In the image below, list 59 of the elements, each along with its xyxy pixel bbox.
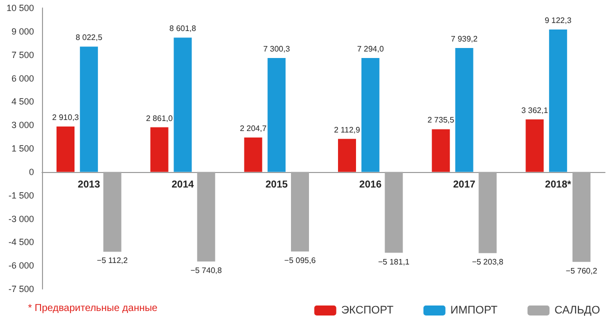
y-tick-label: 7 500 [11, 50, 34, 60]
data-label: −5 181,1 [378, 257, 410, 266]
y-tick-label: 10 500 [6, 3, 34, 13]
y-tick-label: 1 500 [11, 144, 34, 154]
data-label: 7 294,0 [357, 44, 384, 54]
y-tick-label: 4 500 [11, 96, 34, 107]
data-label: −5 203,8 [472, 258, 504, 267]
data-label: 2 735,5 [428, 116, 455, 125]
y-tick-label: 6 000 [11, 73, 34, 84]
data-label: −5 740,8 [190, 266, 222, 276]
bar [361, 58, 380, 172]
y-tick-label: 3 000 [11, 120, 34, 130]
data-label: 2 112,9 [334, 125, 361, 134]
bar [244, 138, 262, 172]
text: * Предварительные данные [28, 303, 158, 314]
y-tick-label: -6 000 [8, 260, 34, 271]
legend-label: ЭКСПОРТ [341, 304, 394, 316]
bar [290, 172, 309, 252]
data-label: 7 300,3 [263, 44, 290, 54]
legend-label: САЛЬДО [554, 304, 600, 316]
x-tick-label: 2014 [172, 179, 194, 190]
bar [526, 119, 544, 172]
bar [549, 30, 568, 172]
bar [197, 172, 216, 262]
bar [572, 172, 590, 262]
bar [80, 46, 98, 172]
y-tick-label: 0 [28, 166, 34, 177]
x-tick-label: 2013 [78, 179, 100, 190]
y-tick-label: -1 500 [8, 190, 34, 200]
legend-label: ИМПОРТ [450, 304, 498, 316]
data-label: 8 022,5 [76, 33, 103, 42]
bar [150, 127, 168, 172]
x-tick-label: 2015 [265, 179, 288, 190]
data-label: 3 362,1 [521, 106, 549, 115]
y-tick-label: -4 500 [8, 237, 34, 248]
bar [56, 126, 75, 172]
bar [478, 172, 497, 254]
data-label: 7 939,2 [450, 34, 478, 44]
bar [338, 138, 356, 172]
data-label: 9 122,3 [544, 16, 572, 26]
data-label: 2 204,7 [240, 124, 268, 133]
data-label: −5 760,2 [566, 266, 598, 276]
data-label: −5 095,6 [284, 256, 316, 265]
data-label: −5 112,2 [96, 256, 128, 266]
bar [384, 172, 403, 253]
bar [455, 48, 474, 172]
data-label: 2 910,3 [52, 112, 80, 122]
y-tick-label: -7 500 [8, 284, 34, 294]
data-label: 2 861,0 [146, 114, 174, 123]
x-tick-label: 2017 [453, 179, 476, 190]
bar [174, 38, 192, 172]
bar [103, 172, 122, 252]
bar [268, 58, 286, 172]
data-label: 8 601,8 [169, 24, 197, 34]
x-tick-label: 2016 [359, 179, 382, 190]
y-tick-label: -3 000 [8, 214, 34, 224]
bar [432, 129, 450, 172]
x-tick-label: 2018* [545, 179, 572, 190]
y-tick-label: 9 000 [11, 26, 34, 36]
